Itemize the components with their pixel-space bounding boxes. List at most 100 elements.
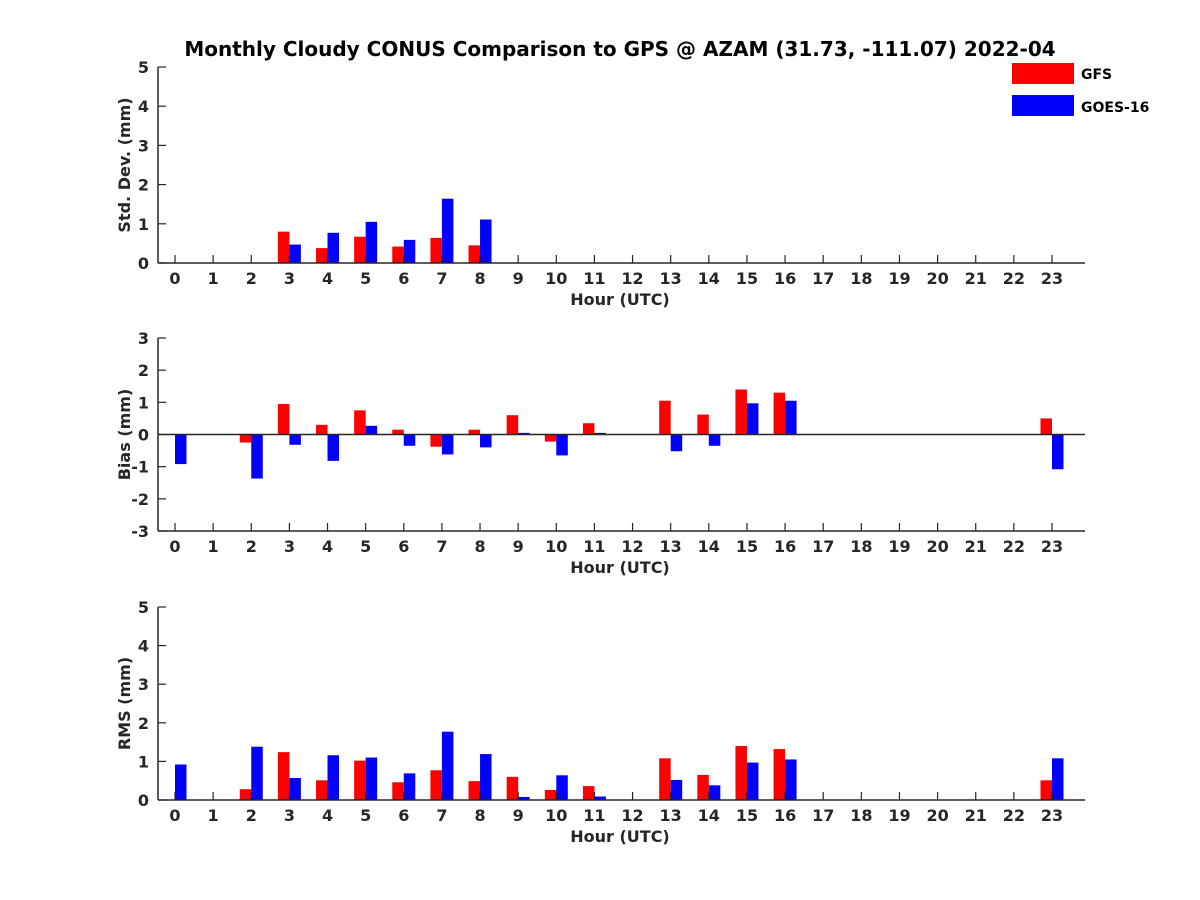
bar-rms-gfs-h23 <box>1040 780 1052 800</box>
x-tick-label-std: 6 <box>398 269 409 288</box>
x-tick-label-std: 9 <box>513 269 524 288</box>
bar-rms-gfs-h6 <box>392 782 404 800</box>
x-tick-label-std: 16 <box>774 269 796 288</box>
bar-rms-goes16-h11 <box>594 796 606 800</box>
bar-bias-gfs-h16 <box>773 392 786 435</box>
bar-bias-gfs-h13 <box>659 400 671 435</box>
x-axis-label-std: Hour (UTC) <box>570 290 670 309</box>
bar-rms-gfs-h10 <box>544 789 557 800</box>
bar-bias-goes16-h15 <box>746 403 759 435</box>
bar-bias-gfs-h23 <box>1040 418 1052 435</box>
x-tick-label-std: 4 <box>322 269 333 288</box>
y-tick-label-std: 3 <box>138 136 149 155</box>
bar-std-goes16-h8 <box>480 219 492 263</box>
x-tick-label-std: 17 <box>812 269 834 288</box>
bar-rms-gfs-h15 <box>735 745 747 800</box>
bar-rms-gfs-h11 <box>582 786 595 800</box>
x-tick-label-bias: 17 <box>812 537 834 556</box>
bar-std-goes16-h4 <box>327 232 340 263</box>
bar-rms-goes16-h23 <box>1051 758 1064 800</box>
x-tick-label-bias: 3 <box>284 537 295 556</box>
bar-std-goes16-h5 <box>365 221 378 263</box>
bar-rms-goes16-h0 <box>175 764 187 800</box>
bar-bias-goes16-h9 <box>518 432 530 435</box>
x-tick-label-bias: 5 <box>360 537 371 556</box>
x-tick-label-rms: 18 <box>850 806 872 825</box>
y-tick-label-bias: 3 <box>138 329 149 348</box>
bar-std-goes16-h7 <box>441 198 454 263</box>
x-tick-label-std: 8 <box>474 269 485 288</box>
x-tick-label-std: 11 <box>583 269 605 288</box>
x-tick-label-bias: 10 <box>545 537 567 556</box>
y-axis-label-rms: RMS (mm) <box>115 657 134 750</box>
x-tick-label-bias: 16 <box>774 537 796 556</box>
x-tick-label-rms: 0 <box>169 806 180 825</box>
x-tick-label-std: 22 <box>1003 269 1025 288</box>
bar-rms-goes16-h13 <box>670 779 683 800</box>
bar-rms-goes16-h10 <box>556 775 568 800</box>
x-tick-label-bias: 15 <box>736 537 758 556</box>
bar-rms-goes16-h3 <box>289 778 301 800</box>
bar-rms-gfs-h8 <box>468 781 481 800</box>
x-tick-label-rms: 15 <box>736 806 758 825</box>
x-tick-label-bias: 19 <box>888 537 910 556</box>
x-tick-label-std: 20 <box>926 269 948 288</box>
x-tick-label-bias: 4 <box>322 537 333 556</box>
x-tick-label-bias: 1 <box>208 537 219 556</box>
x-tick-label-std: 5 <box>360 269 371 288</box>
bar-bias-gfs-h3 <box>277 403 290 435</box>
y-tick-label-rms: 5 <box>138 598 149 617</box>
y-tick-label-rms: 1 <box>138 752 149 771</box>
x-tick-label-rms: 6 <box>398 806 409 825</box>
x-tick-label-bias: 18 <box>850 537 872 556</box>
x-tick-label-bias: 9 <box>513 537 524 556</box>
bar-rms-gfs-h4 <box>316 780 328 800</box>
y-tick-label-bias: 0 <box>138 426 149 445</box>
bar-rms-gfs-h9 <box>506 776 519 800</box>
bar-bias-gfs-h7 <box>430 434 442 447</box>
legend-swatch-gfs <box>1012 63 1074 84</box>
legend-swatch-goes16 <box>1012 95 1074 116</box>
bar-bias-gfs-h6 <box>392 429 404 435</box>
bar-rms-gfs-h13 <box>659 758 671 800</box>
bar-rms-gfs-h2 <box>239 789 252 800</box>
x-tick-label-bias: 6 <box>398 537 409 556</box>
x-tick-label-rms: 8 <box>474 806 485 825</box>
y-tick-label-bias: 2 <box>138 361 149 380</box>
bar-bias-gfs-h4 <box>316 424 328 435</box>
x-tick-label-std: 23 <box>1041 269 1063 288</box>
y-tick-label-bias: -2 <box>131 490 149 509</box>
x-axis-label-rms: Hour (UTC) <box>570 827 670 846</box>
x-tick-label-std: 18 <box>850 269 872 288</box>
y-axis-label-std: Std. Dev. (mm) <box>115 97 134 232</box>
bar-rms-goes16-h6 <box>403 773 416 800</box>
x-tick-label-rms: 5 <box>360 806 371 825</box>
x-tick-label-bias: 14 <box>698 537 720 556</box>
x-tick-label-bias: 20 <box>926 537 948 556</box>
x-tick-label-std: 14 <box>698 269 720 288</box>
x-tick-label-std: 0 <box>169 269 180 288</box>
x-tick-label-std: 7 <box>436 269 447 288</box>
x-tick-label-std: 12 <box>621 269 643 288</box>
bar-rms-goes16-h8 <box>480 754 492 800</box>
bar-rms-goes16-h4 <box>327 755 340 800</box>
bar-bias-goes16-h13 <box>670 434 683 452</box>
y-tick-label-bias: -1 <box>131 458 149 477</box>
bar-rms-gfs-h5 <box>354 760 366 800</box>
bar-bias-goes16-h11 <box>594 432 606 435</box>
x-tick-label-bias: 7 <box>436 537 447 556</box>
bar-bias-goes16-h16 <box>785 400 797 435</box>
x-tick-label-rms: 17 <box>812 806 834 825</box>
bar-rms-goes16-h16 <box>785 759 797 800</box>
x-tick-label-bias: 22 <box>1003 537 1025 556</box>
bar-bias-goes16-h3 <box>289 434 301 445</box>
bar-bias-gfs-h9 <box>506 415 519 435</box>
x-axis-label-bias: Hour (UTC) <box>570 558 670 577</box>
x-tick-label-std: 19 <box>888 269 910 288</box>
x-tick-label-rms: 13 <box>660 806 682 825</box>
x-tick-label-bias: 12 <box>621 537 643 556</box>
bar-bias-goes16-h23 <box>1051 434 1064 470</box>
